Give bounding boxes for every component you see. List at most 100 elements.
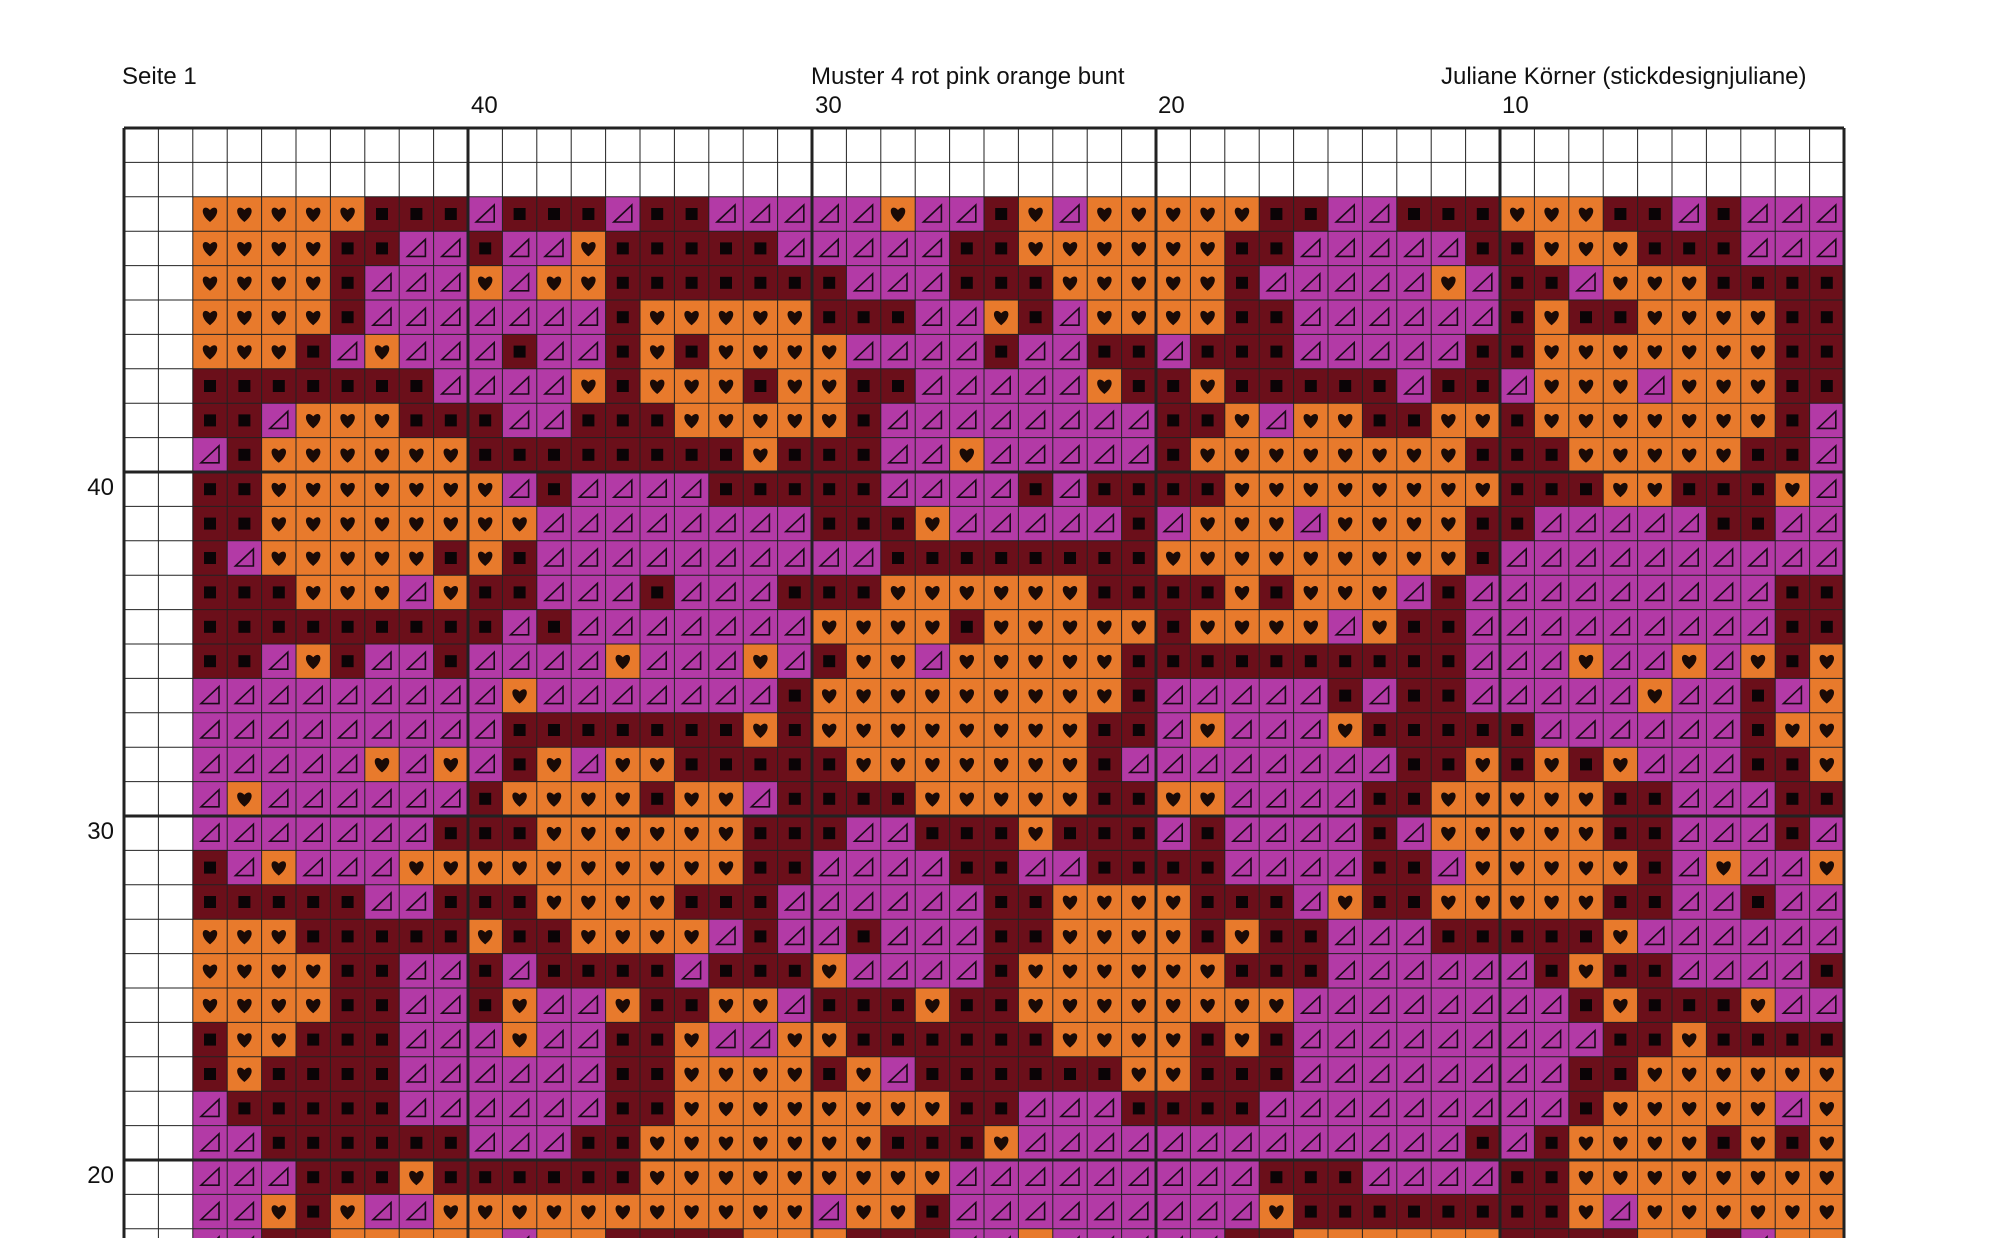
square-symbol (204, 1033, 216, 1046)
triangle-symbol (1402, 306, 1424, 326)
square-symbol (1373, 380, 1386, 392)
square-symbol (960, 1136, 973, 1149)
square-symbol (823, 1068, 836, 1080)
square-symbol (651, 964, 664, 977)
square-symbol (1201, 896, 1214, 908)
heart-symbol (340, 414, 355, 429)
triangle-symbol (1024, 409, 1046, 430)
square-symbol (1752, 758, 1764, 771)
square-symbol (892, 999, 904, 1012)
heart-symbol (1613, 482, 1628, 498)
square-symbol (1304, 930, 1317, 943)
square-symbol (1098, 483, 1111, 496)
square-symbol (857, 448, 870, 461)
square-symbol (995, 242, 1008, 255)
triangle-symbol (990, 409, 1011, 430)
heart-symbol (1200, 379, 1215, 394)
triangle-symbol (1024, 375, 1046, 395)
heart-symbol (340, 517, 355, 532)
heart-symbol (1544, 207, 1559, 222)
heart-symbol (1200, 242, 1215, 257)
triangle-symbol (646, 512, 667, 533)
square-symbol (582, 964, 595, 977)
square-symbol (1201, 586, 1214, 599)
square-symbol (685, 208, 698, 220)
square-symbol (1683, 999, 1696, 1012)
square-symbol (341, 1171, 354, 1184)
square-symbol (410, 414, 423, 427)
heart-symbol (787, 345, 803, 360)
stitch-cell (1156, 1228, 1191, 1238)
square-symbol (651, 276, 664, 289)
triangle-symbol (577, 478, 599, 498)
square-symbol (1545, 276, 1558, 289)
square-symbol (754, 276, 767, 289)
heart-symbol (1681, 414, 1697, 429)
square-symbol (341, 930, 354, 943)
triangle-symbol (921, 237, 943, 258)
heart-symbol (1406, 448, 1422, 463)
triangle-symbol (1781, 512, 1803, 533)
square-symbol (1545, 1171, 1558, 1184)
square-symbol (1442, 724, 1455, 736)
triangle-symbol (474, 375, 495, 395)
square-symbol (1820, 311, 1833, 324)
heart-symbol (1509, 207, 1525, 222)
heart-symbol (1681, 448, 1697, 463)
square-symbol (1752, 448, 1764, 461)
square-symbol (1476, 1205, 1489, 1218)
square-symbol (1545, 964, 1558, 977)
square-symbol (1029, 276, 1042, 289)
square-symbol (1270, 345, 1283, 358)
heart-symbol (787, 414, 803, 429)
triangle-symbol (852, 271, 874, 292)
triangle-symbol (1058, 512, 1080, 533)
square-symbol (204, 483, 216, 496)
square-symbol (376, 930, 388, 943)
triangle-symbol (1402, 340, 1424, 361)
stitch-cell (1259, 1228, 1294, 1238)
triangle-symbol (680, 512, 702, 533)
square-symbol (1167, 448, 1180, 461)
triangle-symbol (1815, 409, 1837, 430)
triangle-symbol (1471, 306, 1493, 326)
square-symbol (1029, 552, 1042, 564)
heart-symbol (1647, 345, 1663, 360)
heart-symbol (581, 379, 596, 394)
triangle-symbol (714, 203, 736, 223)
square-symbol (479, 1171, 492, 1184)
square-symbol (479, 586, 492, 599)
square-symbol (1580, 483, 1592, 496)
square-symbol (1373, 896, 1386, 908)
square-symbol (444, 655, 457, 668)
square-symbol (1132, 1102, 1145, 1115)
square-symbol (204, 655, 216, 668)
square-symbol (1408, 896, 1420, 908)
triangle-symbol (1574, 512, 1596, 533)
stitch-cell (1706, 1228, 1741, 1238)
heart-symbol (1475, 482, 1491, 498)
heart-symbol (1544, 345, 1559, 360)
square-symbol (857, 930, 870, 943)
square-symbol (1132, 689, 1145, 702)
square-symbol (1752, 896, 1764, 908)
column-number-40: 40 (471, 92, 498, 119)
square-symbol (1442, 930, 1455, 943)
square-symbol (1373, 724, 1386, 736)
square-symbol (238, 483, 251, 496)
square-symbol (1201, 414, 1214, 427)
triangle-symbol (1058, 443, 1080, 464)
heart-symbol (1269, 517, 1284, 532)
stitch-cell (605, 1228, 640, 1238)
square-symbol (513, 758, 526, 771)
square-symbol (238, 586, 251, 599)
heart-symbol (787, 379, 803, 394)
square-symbol (1580, 930, 1592, 943)
square-symbol (892, 380, 904, 392)
square-symbol (204, 586, 216, 599)
square-symbol (1648, 242, 1661, 255)
square-symbol (272, 1068, 285, 1080)
triangle-symbol (714, 512, 736, 533)
square-symbol (651, 724, 664, 736)
